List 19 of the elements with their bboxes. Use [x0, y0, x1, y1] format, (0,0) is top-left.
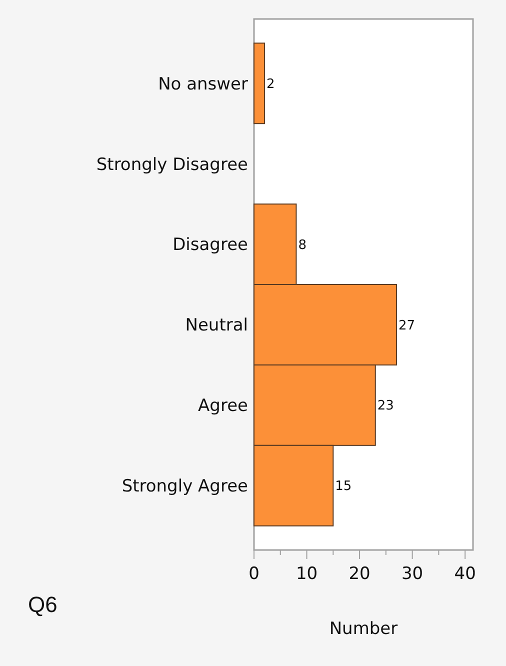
y-tick-label: Strongly Disagree — [96, 154, 248, 175]
data-label: 23 — [377, 398, 394, 414]
data-label: 15 — [335, 479, 352, 494]
data-label: 2 — [266, 76, 275, 92]
x-tick-label: 20 — [348, 564, 370, 584]
bar — [254, 42, 266, 124]
y-tick-label: No answer — [158, 74, 248, 94]
y-tick-label: Disagree — [172, 235, 248, 256]
x-tick-label: 30 — [401, 564, 424, 584]
data-label: 8 — [298, 238, 306, 253]
x-axis-title: Number — [329, 619, 398, 639]
x-tick-label: 0 — [248, 564, 260, 584]
y-tick-label: Agree — [198, 396, 248, 416]
y-tick-label: Strongly Agree — [122, 476, 248, 497]
y-tick-label: Neutral — [185, 316, 248, 336]
x-tick-label: 10 — [296, 564, 318, 584]
x-tick-label: 40 — [454, 564, 476, 584]
text: Q6 — [28, 592, 58, 617]
data-label: 27 — [398, 318, 416, 334]
